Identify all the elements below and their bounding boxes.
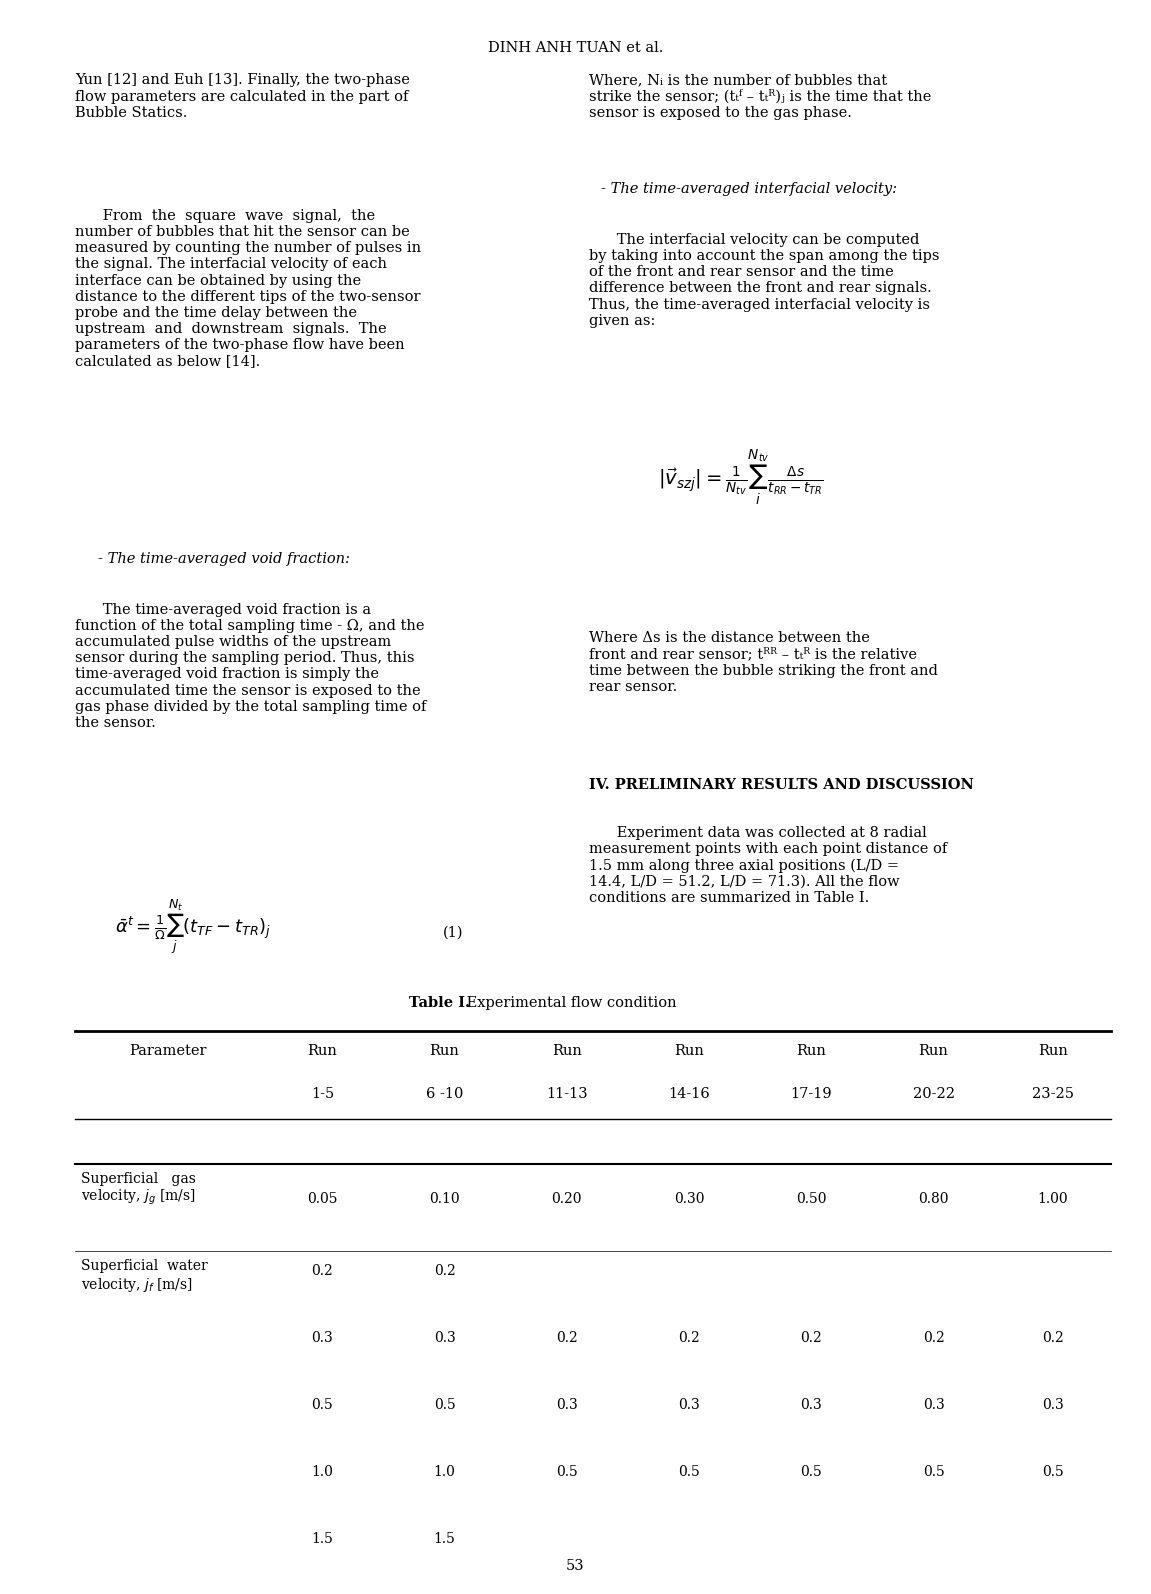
Text: Run: Run [796, 1044, 826, 1058]
Text: 0.3: 0.3 [800, 1398, 822, 1412]
Text: 0.30: 0.30 [673, 1192, 704, 1207]
Text: 0.5: 0.5 [312, 1398, 334, 1412]
Text: 0.3: 0.3 [923, 1398, 945, 1412]
Text: 0.2: 0.2 [556, 1331, 578, 1345]
Text: Run: Run [918, 1044, 948, 1058]
Text: 11-13: 11-13 [546, 1087, 588, 1101]
Text: 0.5: 0.5 [678, 1465, 700, 1479]
Text: The time-averaged void fraction is a
function of the total sampling time - Ω, an: The time-averaged void fraction is a fun… [75, 603, 426, 730]
Text: 0.5: 0.5 [1042, 1465, 1064, 1479]
Text: $\bar{\alpha}^t = \frac{1}{\Omega}\sum_j^{N_t}(t_{TF} - t_{TR})_j$: $\bar{\alpha}^t = \frac{1}{\Omega}\sum_j… [115, 897, 272, 956]
Text: 1.00: 1.00 [1037, 1192, 1068, 1207]
Text: 53: 53 [566, 1559, 585, 1573]
Text: - The time-averaged interfacial velocity:: - The time-averaged interfacial velocity… [601, 182, 897, 196]
Text: (1): (1) [443, 926, 464, 940]
Text: $|\vec{v}_{szj}| = \frac{1}{N_{tv}}\sum_{i}^{N_{tv}}\frac{\Delta s}{t_{RR} - t_{: $|\vec{v}_{szj}| = \frac{1}{N_{tv}}\sum_… [658, 448, 824, 507]
Text: 0.3: 0.3 [556, 1398, 578, 1412]
Text: 0.05: 0.05 [307, 1192, 337, 1207]
Text: Superficial  water
velocity, $j_f$ [m/s]: Superficial water velocity, $j_f$ [m/s] [81, 1259, 207, 1294]
Text: 0.20: 0.20 [551, 1192, 582, 1207]
Text: 1.5: 1.5 [434, 1532, 456, 1546]
Text: 0.2: 0.2 [800, 1331, 822, 1345]
Text: Run: Run [429, 1044, 459, 1058]
Text: 0.10: 0.10 [429, 1192, 460, 1207]
Text: 0.3: 0.3 [312, 1331, 334, 1345]
Text: 0.2: 0.2 [1042, 1331, 1064, 1345]
Text: 0.2: 0.2 [312, 1264, 334, 1278]
Text: 20-22: 20-22 [913, 1087, 954, 1101]
Text: 0.80: 0.80 [918, 1192, 948, 1207]
Text: Run: Run [1038, 1044, 1068, 1058]
Text: 0.5: 0.5 [434, 1398, 456, 1412]
Text: 17-19: 17-19 [791, 1087, 832, 1101]
Text: - The time-averaged void fraction:: - The time-averaged void fraction: [98, 552, 350, 566]
Text: 1.5: 1.5 [312, 1532, 334, 1546]
Text: The interfacial velocity can be computed
by taking into account the span among t: The interfacial velocity can be computed… [589, 233, 940, 328]
Text: 0.50: 0.50 [796, 1192, 826, 1207]
Text: Experimental flow condition: Experimental flow condition [462, 996, 676, 1011]
Text: DINH ANH TUAN et al.: DINH ANH TUAN et al. [488, 41, 663, 56]
Text: Superficial   gas
velocity, $j_g$ [m/s]: Superficial gas velocity, $j_g$ [m/s] [81, 1172, 196, 1208]
Text: Run: Run [307, 1044, 337, 1058]
Text: Run: Run [674, 1044, 704, 1058]
Text: Table I.: Table I. [409, 996, 470, 1011]
Text: Yun [12] and Euh [13]. Finally, the two-phase
flow parameters are calculated in : Yun [12] and Euh [13]. Finally, the two-… [75, 73, 410, 120]
Text: 1.0: 1.0 [434, 1465, 456, 1479]
Text: 0.2: 0.2 [434, 1264, 456, 1278]
Text: IV. PRELIMINARY RESULTS AND DISCUSSION: IV. PRELIMINARY RESULTS AND DISCUSSION [589, 778, 974, 792]
Text: 1.0: 1.0 [312, 1465, 334, 1479]
Text: From  the  square  wave  signal,  the
number of bubbles that hit the sensor can : From the square wave signal, the number … [75, 209, 421, 368]
Text: 0.5: 0.5 [556, 1465, 578, 1479]
Text: 1-5: 1-5 [311, 1087, 334, 1101]
Text: Where Δs is the distance between the
front and rear sensor; tᴿᴿ – tₜᴿ is the rel: Where Δs is the distance between the fro… [589, 631, 938, 693]
Text: Experiment data was collected at 8 radial
measurement points with each point dis: Experiment data was collected at 8 radia… [589, 826, 947, 905]
Text: 6 -10: 6 -10 [426, 1087, 464, 1101]
Text: 0.5: 0.5 [800, 1465, 822, 1479]
Text: 0.2: 0.2 [678, 1331, 700, 1345]
Text: 0.3: 0.3 [1042, 1398, 1064, 1412]
Text: 14-16: 14-16 [669, 1087, 710, 1101]
Text: Where, Nᵢ is the number of bubbles that
strike the sensor; (tₜᶠ – tₜᴿ)ⱼ is the t: Where, Nᵢ is the number of bubbles that … [589, 73, 931, 120]
Text: 0.3: 0.3 [678, 1398, 700, 1412]
Text: 0.2: 0.2 [923, 1331, 945, 1345]
Text: 0.3: 0.3 [434, 1331, 456, 1345]
Text: Parameter: Parameter [129, 1044, 207, 1058]
Text: 23-25: 23-25 [1031, 1087, 1074, 1101]
Text: Run: Run [552, 1044, 581, 1058]
Text: 0.5: 0.5 [923, 1465, 945, 1479]
